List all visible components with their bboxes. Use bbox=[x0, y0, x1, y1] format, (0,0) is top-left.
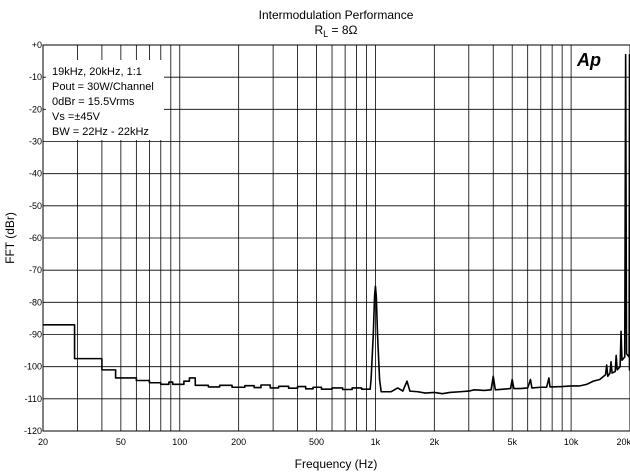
ap-logo: Ap bbox=[576, 50, 601, 70]
annotation-line-2: Pout = 30W/Channel bbox=[52, 81, 154, 93]
y-tick-label: +0 bbox=[32, 40, 42, 50]
x-tick-label: 50 bbox=[116, 437, 126, 447]
y-tick-label: -100 bbox=[24, 362, 42, 372]
y-tick-label: -80 bbox=[29, 297, 42, 307]
x-tick-label: 5k bbox=[507, 437, 517, 447]
y-tick-label: -10 bbox=[29, 72, 42, 82]
y-tick-label: -50 bbox=[29, 201, 42, 211]
chart-subtitle: RL = 8Ω bbox=[314, 23, 357, 39]
y-axis-label: FFT (dBr) bbox=[3, 212, 17, 264]
annotation-background bbox=[46, 60, 164, 140]
x-tick-label: 200 bbox=[231, 437, 246, 447]
x-tick-label: 20k bbox=[616, 437, 630, 447]
x-axis-label: Frequency (Hz) bbox=[295, 457, 378, 471]
annotation-line-3: 0dBr = 15.5Vrms bbox=[52, 96, 135, 108]
chart-title: Intermodulation Performance bbox=[259, 8, 414, 22]
x-tick-label: 100 bbox=[172, 437, 187, 447]
y-tick-label: -60 bbox=[29, 233, 42, 243]
x-tick-label: 2k bbox=[430, 437, 440, 447]
y-tick-label: -40 bbox=[29, 169, 42, 179]
annotation-line-5: BW = 22Hz - 22kHz bbox=[52, 126, 149, 138]
series-line bbox=[43, 53, 630, 395]
x-tick-label: 1k bbox=[371, 437, 381, 447]
annotation-box: 19kHz, 20kHz, 1:1 Pout = 30W/Channel 0dB… bbox=[46, 60, 164, 140]
x-tick-label: 20 bbox=[38, 437, 48, 447]
annotation-line-1: 19kHz, 20kHz, 1:1 bbox=[52, 66, 142, 78]
y-tick-label: -70 bbox=[29, 265, 42, 275]
y-tick-label: -120 bbox=[24, 426, 42, 436]
y-tick-label: -30 bbox=[29, 137, 42, 147]
plot-frame bbox=[42, 44, 630, 432]
y-tick-label: -20 bbox=[29, 104, 42, 114]
x-axis: 20 50 100 200 500 1k 2k 5k 10k 20k bbox=[38, 437, 630, 447]
x-tick-label: 10k bbox=[564, 437, 579, 447]
y-axis: +0 -10 -20 -30 -40 -50 -60 -70 -80 -90 -100 -110 -12… bbox=[24, 40, 42, 436]
y-tick-label: -110 bbox=[25, 394, 42, 404]
annotation-line-4: Vs =±45V bbox=[52, 111, 101, 123]
y-tick-label: -90 bbox=[29, 330, 42, 340]
x-tick-label: 500 bbox=[309, 437, 324, 447]
